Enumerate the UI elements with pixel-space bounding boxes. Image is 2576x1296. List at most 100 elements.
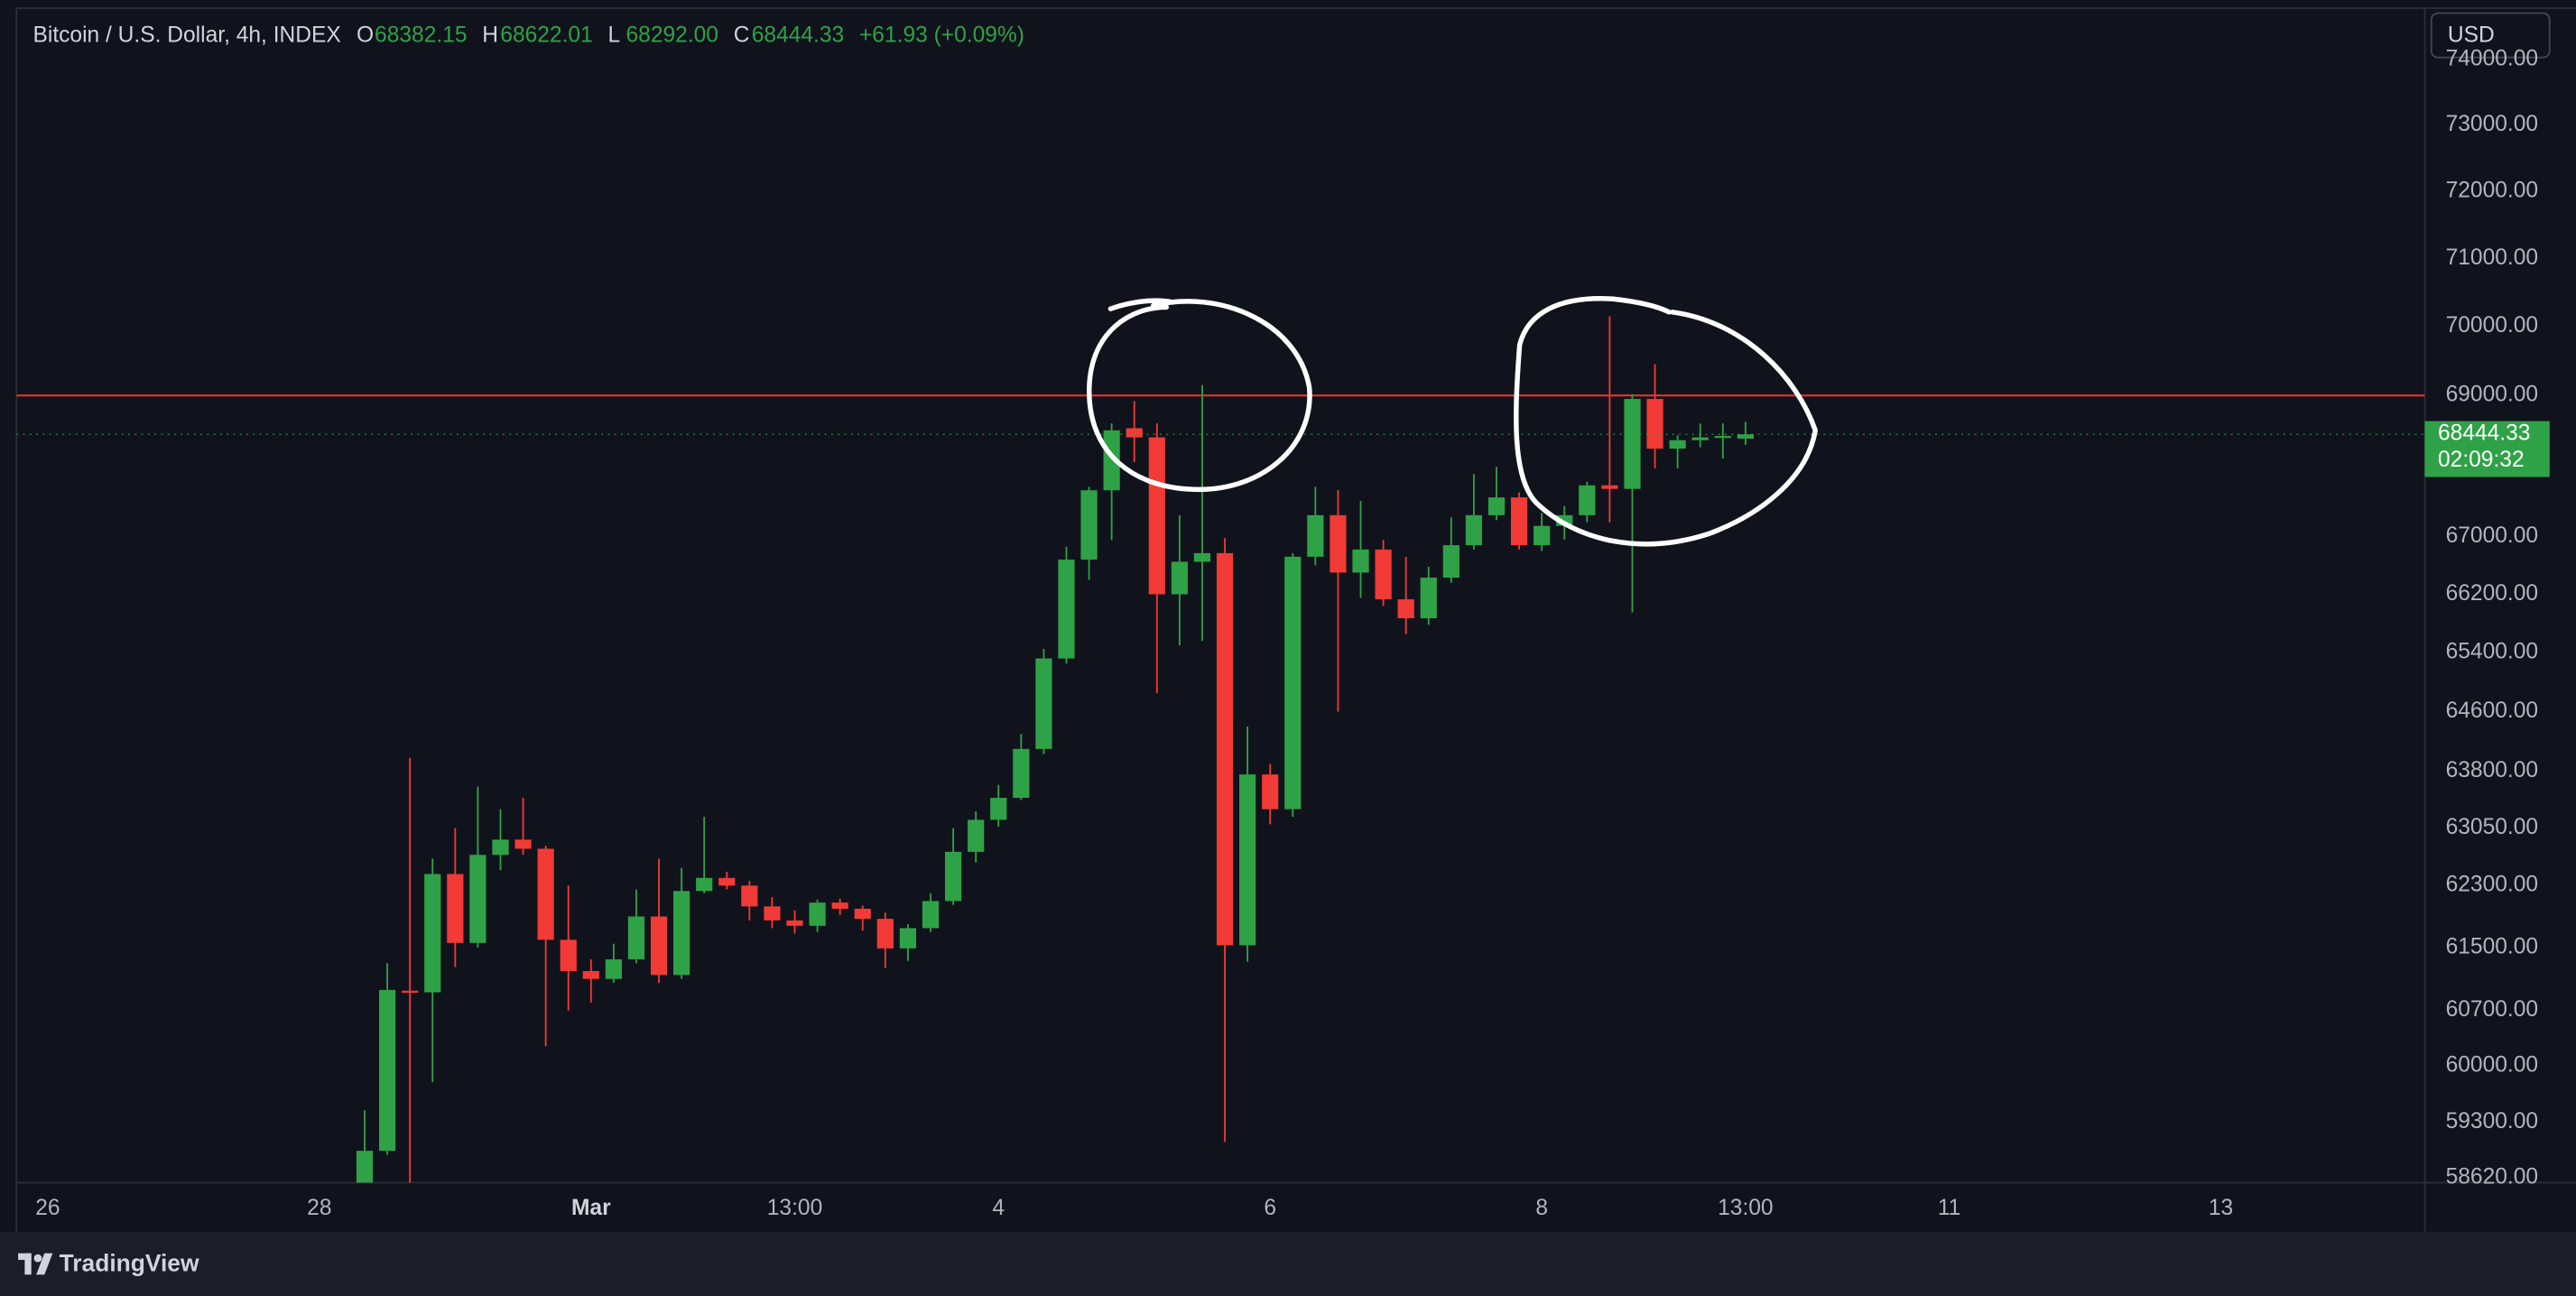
currency-label[interactable]: USD	[2448, 23, 2495, 48]
legend-change: +61.93 (+0.09%)	[859, 23, 1024, 48]
y-tick-label: 65400.00	[2446, 640, 2538, 664]
candle-body	[809, 903, 826, 926]
candle-body	[447, 874, 464, 943]
candle-body	[605, 958, 622, 979]
candle-body	[1510, 497, 1528, 546]
y-tick-label: 72000.00	[2446, 178, 2538, 202]
candle-body	[1691, 437, 1709, 440]
candle-body	[1126, 428, 1143, 438]
y-tick-label: 73000.00	[2446, 112, 2538, 136]
candle-body	[1669, 440, 1686, 449]
candle-body	[673, 891, 690, 976]
candle-body	[492, 839, 509, 856]
y-tick-label: 63800.00	[2446, 758, 2538, 782]
y-tick-label: 67000.00	[2446, 523, 2538, 548]
candle-body	[1442, 545, 1459, 579]
candle-body	[944, 851, 962, 902]
candle-body	[922, 901, 940, 929]
candle-body	[469, 855, 486, 943]
candle-body	[1375, 549, 1392, 600]
candle-body	[1534, 525, 1551, 546]
candle-body	[899, 928, 917, 949]
candle-body	[1330, 514, 1347, 573]
logo-shape	[33, 1254, 42, 1263]
candle-body	[786, 920, 803, 926]
x-tick-label: 28	[307, 1196, 331, 1220]
y-tick-label: 69000.00	[2446, 383, 2538, 407]
candle-body	[1284, 556, 1302, 810]
legend-key: L	[608, 23, 621, 48]
y-tick-label: 74000.00	[2446, 47, 2538, 71]
y-tick-label: 60000.00	[2446, 1053, 2538, 1078]
candle-body	[582, 970, 599, 979]
y-tick-label: 63050.00	[2446, 815, 2538, 839]
candle-body	[718, 877, 736, 886]
legend-key: C	[734, 23, 750, 48]
y-tick-label: 60700.00	[2446, 997, 2538, 1022]
x-tick-label: 6	[1264, 1196, 1276, 1220]
x-tick-label: 13:00	[1718, 1196, 1773, 1220]
last-price-box	[2424, 421, 2550, 477]
annotation-circle	[1087, 298, 1312, 493]
candle-body	[1487, 497, 1506, 515]
x-tick-label: 26	[35, 1196, 60, 1220]
candle-body	[696, 877, 713, 892]
x-tick-label: 13	[2209, 1196, 2233, 1220]
candle-body	[1624, 399, 1641, 489]
x-tick-label: 13:00	[767, 1196, 822, 1220]
y-tick-label: 58620.00	[2446, 1164, 2538, 1189]
legend-value: 68622.01	[500, 23, 592, 48]
candle-body	[537, 848, 554, 940]
y-tick-label: 59300.00	[2446, 1109, 2538, 1134]
candle-body	[990, 798, 1007, 820]
candle-body	[876, 919, 894, 949]
candle-body	[378, 989, 396, 1152]
candle-body	[402, 990, 419, 993]
candle-body	[1148, 437, 1165, 595]
candle-body	[1714, 436, 1731, 439]
candle-body	[627, 916, 645, 959]
candle-body	[650, 916, 668, 976]
y-tick-label: 64600.00	[2446, 699, 2538, 723]
candle-body	[560, 940, 577, 971]
candle-body	[1262, 774, 1279, 810]
header: Bitcoin / U.S. Dollar, 4h, INDEX	[33, 23, 341, 48]
y-tick-label: 71000.00	[2446, 245, 2538, 270]
candle-body	[514, 839, 532, 849]
logo-shape	[18, 1253, 32, 1260]
y-tick-label: 66200.00	[2446, 581, 2538, 606]
currency-button[interactable]	[2430, 12, 2551, 59]
x-tick-label: 8	[1535, 1196, 1548, 1220]
footer-bar	[0, 1232, 2576, 1296]
candle-body	[424, 874, 441, 993]
candle-body	[1397, 599, 1414, 619]
candle-body	[1579, 485, 1596, 515]
x-tick-label: 11	[1938, 1196, 1961, 1220]
y-tick-label: 70000.00	[2446, 313, 2538, 338]
candle-body	[968, 819, 985, 852]
legend-value: 68292.00	[626, 23, 718, 48]
legend-value: 68382.15	[375, 23, 467, 48]
annotation-circle	[1514, 296, 1819, 547]
candle-body	[1171, 561, 1188, 595]
candle-body	[1103, 430, 1120, 491]
candle-body	[1216, 552, 1234, 946]
candle-body	[1035, 658, 1052, 749]
candle-body	[1352, 549, 1369, 573]
legend-value: 68444.33	[752, 23, 844, 48]
candle-body	[1556, 514, 1573, 526]
candle-body	[764, 906, 781, 921]
tradingview-logo: TradingView	[18, 1249, 199, 1276]
candle-body	[1646, 399, 1663, 449]
candle-body	[741, 885, 758, 907]
candle-body	[1420, 578, 1437, 619]
candle-body	[1080, 490, 1098, 560]
candle-body	[1737, 434, 1754, 440]
countdown-label: 02:09:32	[2438, 448, 2525, 472]
candle-body	[1465, 514, 1483, 546]
candle-body	[854, 908, 871, 920]
brand-name: TradingView	[60, 1249, 199, 1276]
y-tick-label: 62300.00	[2446, 873, 2538, 897]
